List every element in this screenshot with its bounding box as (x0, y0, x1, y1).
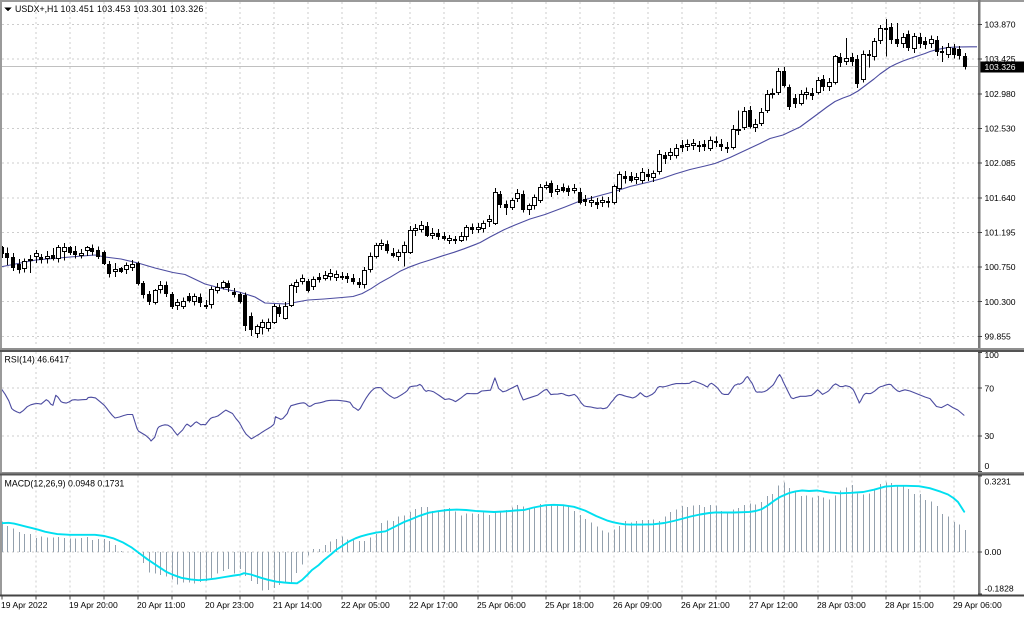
svg-text:28 Apr 03:00: 28 Apr 03:00 (817, 600, 866, 610)
svg-text:MACD(12,26,9) 0.0948 0.1731: MACD(12,26,9) 0.0948 0.1731 (5, 479, 125, 489)
svg-text:25 Apr 06:00: 25 Apr 06:00 (477, 600, 526, 610)
svg-text:26 Apr 09:00: 26 Apr 09:00 (613, 600, 662, 610)
svg-text:70: 70 (985, 383, 995, 393)
svg-text:102.085: 102.085 (985, 158, 1016, 168)
svg-text:-0.1828: -0.1828 (985, 583, 1014, 593)
svg-text:20 Apr 23:00: 20 Apr 23:00 (205, 600, 254, 610)
svg-text:103.326: 103.326 (985, 62, 1016, 72)
svg-text:103.870: 103.870 (985, 20, 1016, 30)
svg-text:RSI(14) 46.6417: RSI(14) 46.6417 (5, 355, 70, 365)
svg-text:30: 30 (985, 431, 995, 441)
svg-text:26 Apr 21:00: 26 Apr 21:00 (681, 600, 730, 610)
svg-text:99.855: 99.855 (985, 331, 1012, 341)
svg-text:19 Apr 20:00: 19 Apr 20:00 (69, 600, 118, 610)
svg-text:102.530: 102.530 (985, 124, 1016, 134)
svg-text:101.195: 101.195 (985, 228, 1016, 238)
svg-text:102.980: 102.980 (985, 89, 1016, 99)
svg-text:USDX+,H1: USDX+,H1 (15, 4, 58, 14)
svg-text:29 Apr 06:00: 29 Apr 06:00 (953, 600, 1002, 610)
svg-text:100.750: 100.750 (985, 262, 1016, 272)
svg-text:100: 100 (985, 350, 1000, 360)
svg-text:19 Apr 2022: 19 Apr 2022 (1, 600, 48, 610)
svg-text:25 Apr 18:00: 25 Apr 18:00 (545, 600, 594, 610)
svg-text:20 Apr 11:00: 20 Apr 11:00 (137, 600, 185, 610)
svg-text:103.451 103.453 103.301 103.32: 103.451 103.453 103.301 103.326 (61, 4, 204, 14)
svg-text:22 Apr 05:00: 22 Apr 05:00 (341, 600, 390, 610)
svg-text:0: 0 (985, 461, 990, 471)
svg-text:100.300: 100.300 (985, 297, 1016, 307)
svg-text:0.3231: 0.3231 (985, 476, 1012, 486)
svg-text:0.00: 0.00 (985, 547, 1002, 557)
svg-text:28 Apr 15:00: 28 Apr 15:00 (885, 600, 934, 610)
svg-text:22 Apr 17:00: 22 Apr 17:00 (409, 600, 458, 610)
svg-text:101.640: 101.640 (985, 193, 1016, 203)
svg-text:27 Apr 12:00: 27 Apr 12:00 (749, 600, 798, 610)
svg-text:21 Apr 14:00: 21 Apr 14:00 (273, 600, 322, 610)
